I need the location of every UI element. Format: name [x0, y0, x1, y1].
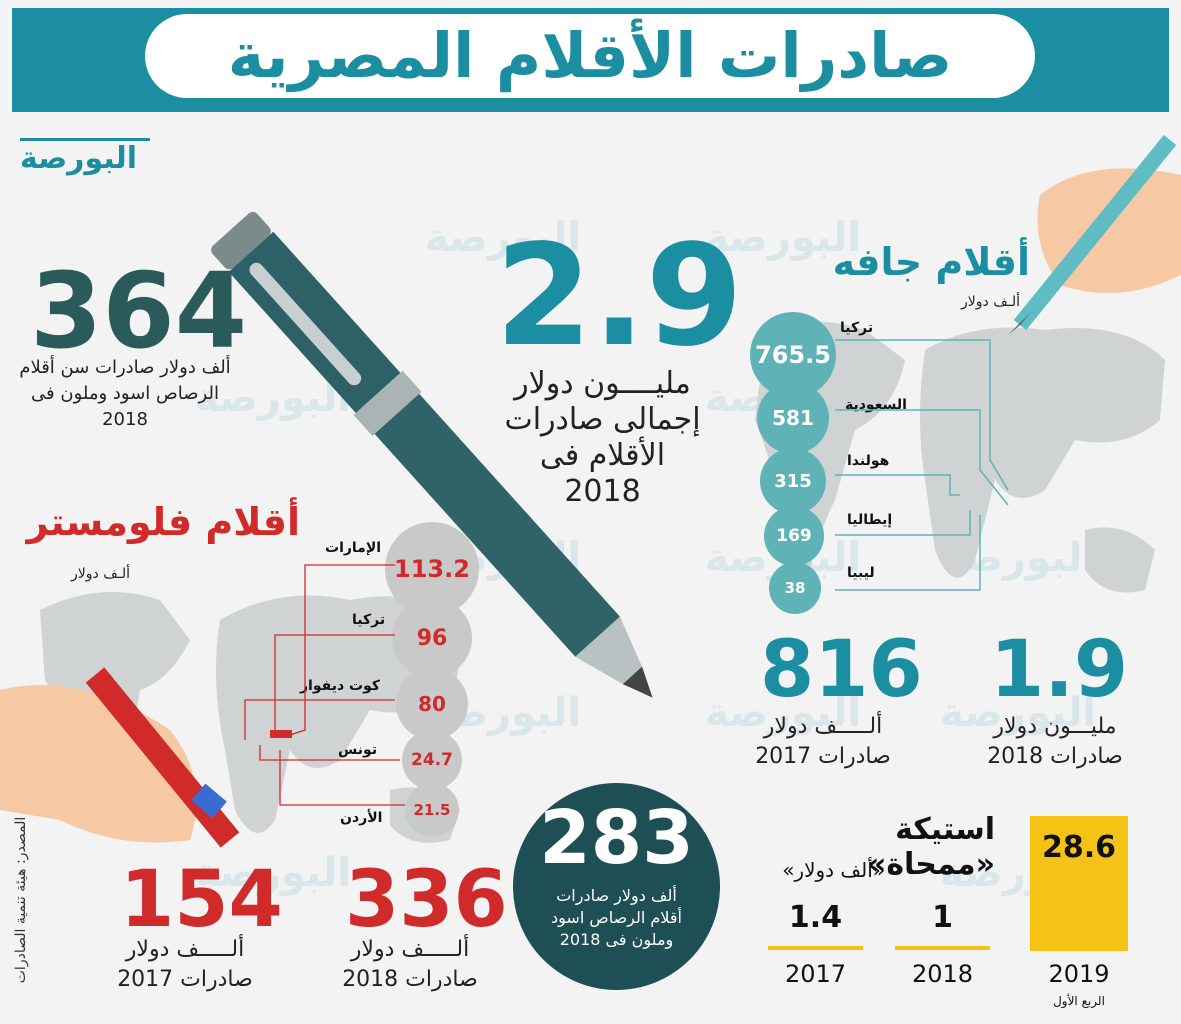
brand-logo: البورصة — [20, 138, 150, 179]
pencil-stat-circle — [513, 783, 720, 990]
caption-line: ألـــــف دولار — [125, 937, 245, 962]
eraser-year-2018: 2018 — [911, 960, 974, 988]
caption-line: ألـــــف دولار — [350, 937, 470, 962]
country-value-circle: 38 — [769, 562, 821, 614]
center-stat-caption: مليــــون دولار إجمالى صادرات الأقلام فى… — [480, 366, 725, 510]
eraser-bar-2019 — [1030, 816, 1128, 951]
dry-2017-value: 816 — [760, 625, 923, 715]
country-value-circle: 581 — [757, 382, 829, 454]
eraser-bar-2017 — [768, 946, 863, 950]
country-label: تركيا — [352, 612, 386, 628]
caption-line: صادرات 2018 — [342, 967, 478, 992]
caption-line: صادرات 2017 — [117, 967, 253, 992]
felt-pens-unit: ألـف دولار — [71, 566, 130, 582]
dry-2017-caption: ألـــــف دولار صادرات 2017 — [748, 712, 898, 772]
caption-line: وملون فى 2018 — [559, 930, 674, 949]
eraser-bar-2018 — [895, 946, 990, 950]
page-title: صادرات الأقلام المصرية — [145, 14, 1035, 98]
country-label: إيطاليا — [847, 512, 893, 528]
pencil-stat-caption: ألف دولار صادرات أقلام الرصاص اسود وملون… — [513, 885, 720, 951]
watermark: البورصة — [195, 375, 352, 421]
left-stat-caption: ألف دولار صادرات سن أقلام الرصاص اسود وم… — [19, 357, 231, 430]
watermark: البورصة — [705, 690, 862, 736]
dry-2018-value: 1.9 — [990, 625, 1129, 715]
felt-connector-lines — [244, 564, 405, 806]
watermark: البورصة — [425, 215, 582, 261]
pen-illustration — [211, 211, 653, 698]
caption-line: صادرات 2017 — [755, 744, 891, 769]
country-value-circle: 24.7 — [402, 730, 462, 790]
watermark: البورصة — [940, 690, 1097, 736]
hand-teal-pen-illustration — [1008, 135, 1181, 335]
source-note: المصدر: هيئة تنمية الصادرات — [13, 816, 29, 984]
caption-line: مليـــون دولار — [993, 714, 1117, 739]
center-caption-line: 2018 — [564, 474, 641, 509]
caption-line: ألف دولار صادرات — [556, 886, 677, 905]
country-value-circle: 80 — [396, 668, 468, 740]
center-stat-value: 2.9 — [495, 215, 744, 378]
eraser-value-2019: 28.6 — [1041, 830, 1117, 865]
felt-2017-value: 154 — [120, 855, 283, 945]
center-caption-line: الأقلام فى — [539, 438, 666, 473]
eraser-year-2019: 2019 — [1048, 960, 1110, 988]
eraser-title: استيكة «ممحاة» — [866, 812, 995, 882]
country-value-circle: 315 — [760, 448, 826, 514]
country-value-circle: 21.5 — [405, 783, 459, 837]
eraser-year-2017: 2017 — [784, 960, 847, 988]
felt-2018-caption: ألـــــف دولار صادرات 2018 — [335, 935, 485, 995]
country-label: السعودية — [845, 397, 907, 413]
country-label: كوت ديفوار — [300, 678, 381, 694]
eraser-value-2018: 1 — [932, 900, 953, 935]
caption-line: ألـــــف دولار — [763, 714, 883, 739]
country-label: الإمارات — [325, 540, 382, 556]
dry-pens-title: أقلام جافه — [832, 240, 1030, 284]
dry-pens-unit: ألـف دولار — [961, 294, 1020, 310]
dry-2018-caption: مليـــون دولار صادرات 2018 — [975, 712, 1135, 772]
country-label: ليبيا — [847, 565, 875, 581]
watermark: البورصة — [195, 850, 352, 896]
pencil-stat-value: 283 — [539, 795, 694, 881]
country-label: هولندا — [847, 453, 890, 469]
hand-red-marker-illustration — [0, 667, 240, 848]
eraser-unit: «ألف دولار» — [782, 858, 885, 882]
country-label: تركيا — [840, 320, 874, 336]
caption-line: صادرات 2018 — [987, 744, 1123, 769]
eraser-value-2017: 1.4 — [788, 900, 843, 935]
felt-2018-value: 336 — [345, 855, 508, 945]
felt-2017-caption: ألـــــف دولار صادرات 2017 — [110, 935, 260, 995]
center-caption-line: إجمالى صادرات — [504, 402, 701, 437]
dry-connector-lines — [835, 339, 1009, 591]
country-label: تونس — [338, 742, 378, 758]
country-value-circle: 169 — [764, 506, 824, 566]
center-caption-line: مليــــون دولار — [514, 366, 691, 401]
caption-line: أقلام الرصاص اسود — [551, 908, 682, 927]
felt-pens-title: أقلام فلومستر — [26, 500, 300, 544]
eraser-sub-2019: الربع الأول — [1053, 994, 1105, 1008]
country-label: الأردن — [340, 810, 383, 826]
left-stat-value: 364 — [30, 250, 248, 372]
country-value-circle: 96 — [392, 598, 472, 678]
watermark: البورصة — [705, 215, 862, 261]
